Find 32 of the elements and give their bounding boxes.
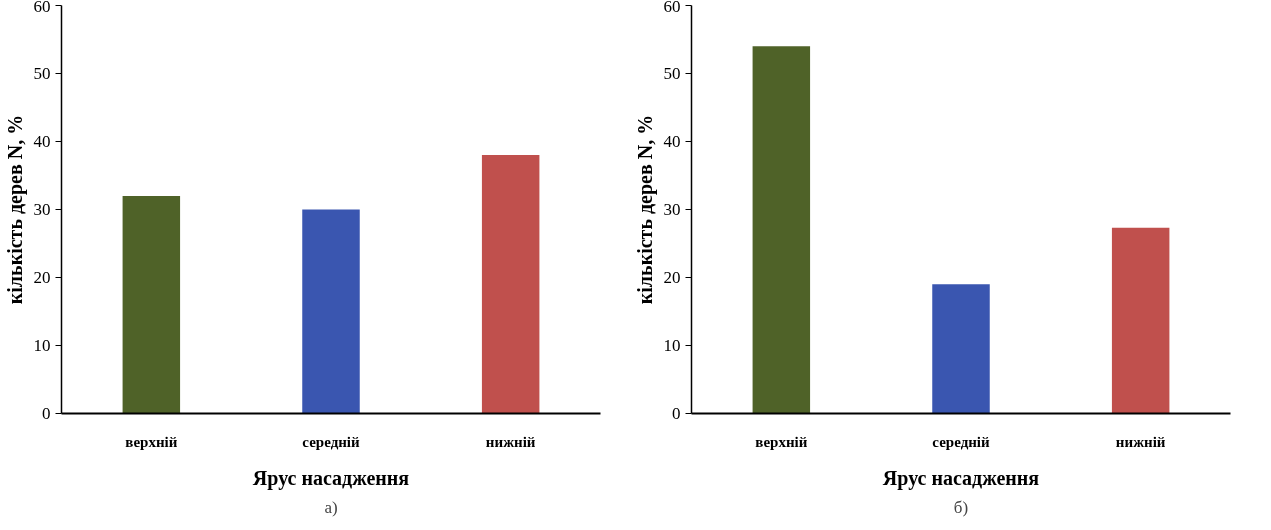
x-axis-title: Ярус насадження [882, 466, 1040, 490]
y-tick-label: 0 [42, 404, 51, 423]
text: а) [324, 497, 338, 517]
y-axis-title: кількість дерев N, % [633, 114, 657, 305]
x-tick-label: нижній [485, 433, 536, 450]
y-tick-label: 30 [663, 200, 681, 219]
x-tick-label: середній [932, 433, 991, 450]
y-tick-label: 40 [663, 132, 681, 151]
bar [302, 209, 360, 414]
y-tick-label: 0 [672, 404, 681, 423]
text: б) [953, 497, 969, 517]
x-axis-title: Ярус насадження [252, 466, 410, 490]
bar [1111, 227, 1170, 414]
x-tick-label: нижній [1115, 433, 1166, 450]
y-tick-label: 50 [663, 64, 681, 83]
y-axis-title: кількість дерев N, % [3, 114, 27, 305]
y-tick-label: 20 [663, 268, 681, 287]
y-tick-label: 20 [33, 268, 51, 287]
bar [481, 155, 540, 414]
bar [752, 46, 811, 414]
bar [932, 284, 990, 414]
y-tick-label: 10 [33, 336, 51, 355]
y-tick-label: 40 [33, 132, 51, 151]
y-tick-label: 60 [33, 0, 51, 16]
y-tick-label: 50 [33, 64, 51, 83]
y-tick-label: 60 [663, 0, 681, 16]
x-tick-label: верхній [125, 433, 178, 450]
x-tick-label: середній [302, 433, 361, 450]
y-tick-label: 10 [663, 336, 681, 355]
x-tick-label: верхній [755, 433, 808, 450]
y-tick-label: 30 [33, 200, 51, 219]
bar [122, 195, 181, 414]
